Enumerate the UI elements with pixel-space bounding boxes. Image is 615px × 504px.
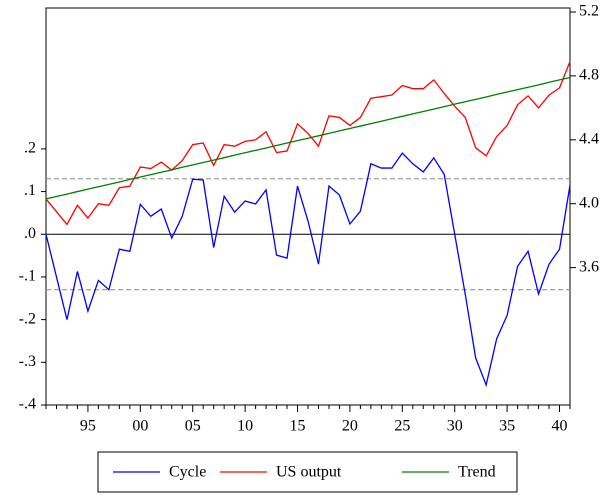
x-tick-label: 35 [499, 418, 515, 435]
y2-tick-label: 4.4 [579, 130, 599, 147]
x-tick-label: 20 [342, 418, 358, 435]
x-tick-label: 40 [552, 418, 568, 435]
legend-label: US output [276, 464, 342, 481]
y-tick-label: -.1 [19, 268, 36, 285]
x-tick-label: 10 [237, 418, 253, 435]
legend-box [97, 451, 518, 493]
x-tick-label: 95 [80, 418, 96, 435]
y-tick-label: -.4 [19, 396, 36, 413]
x-tick-label: 15 [290, 418, 306, 435]
legend-label: Trend [458, 464, 496, 481]
y-tick-label: -.2 [19, 310, 36, 327]
y-tick-label: .2 [24, 140, 36, 157]
series-line [45, 152, 571, 388]
y-tick-label: .1 [24, 182, 36, 199]
x-tick-label: 25 [394, 418, 410, 435]
y2-tick-label: 3.6 [579, 258, 599, 275]
y-tick-label: .0 [24, 225, 36, 242]
series-line [45, 61, 571, 226]
y2-tick-label: 4.8 [579, 67, 599, 84]
series-line [45, 76, 571, 200]
x-tick-label: 30 [447, 418, 463, 435]
legend-label: Cycle [169, 464, 206, 481]
y2-tick-label: 4.0 [579, 194, 599, 211]
x-tick-label: 05 [185, 418, 201, 435]
y-tick-label: -.3 [19, 353, 36, 370]
x-tick-label: 00 [132, 418, 148, 435]
y2-tick-label: 5.2 [579, 3, 599, 20]
plot-frame [45, 7, 571, 406]
